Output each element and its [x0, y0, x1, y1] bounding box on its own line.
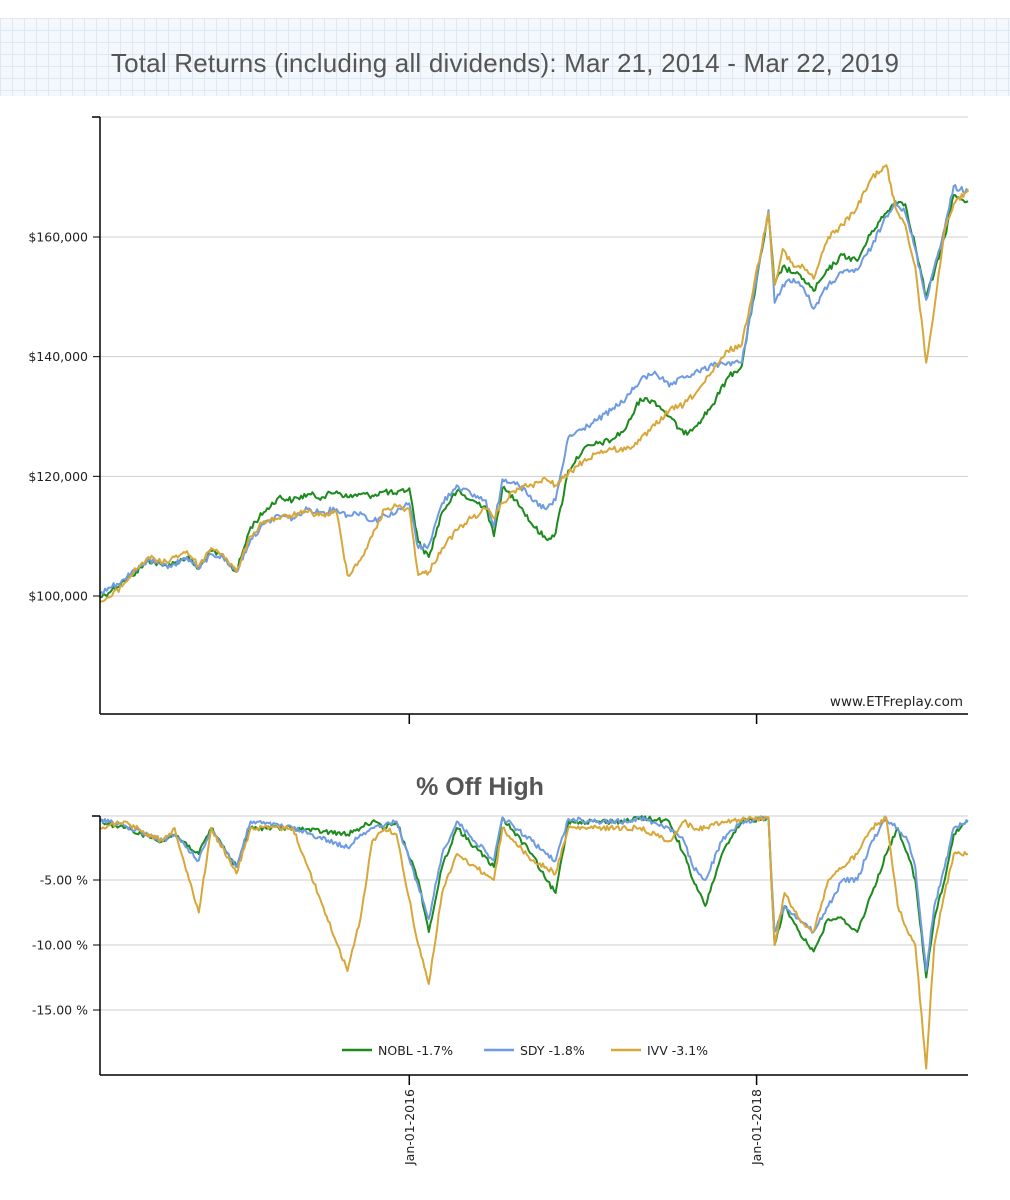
y-tick-label: -10.00 % — [32, 938, 88, 953]
main-axes — [92, 116, 968, 724]
legend-item-nobl: NOBL -1.7% — [342, 1043, 453, 1058]
legend-label-ivv: IVV -3.1% — [647, 1043, 708, 1058]
main-gridlines — [100, 116, 968, 597]
y-tick-label: $100,000 — [28, 589, 88, 604]
main-y-ticks: $100,000 $120,000 $140,000 $160,000 — [28, 230, 100, 604]
watermark-text: www.ETFreplay.com — [830, 694, 963, 710]
series-line-ivv — [99, 815, 969, 1070]
y-tick-label: -5.00 % — [40, 873, 88, 888]
legend: NOBL -1.7% SDY -1.8% IVV -3.1% — [342, 1043, 708, 1058]
series-line-sdy — [99, 184, 969, 595]
title-background — [0, 18, 1010, 96]
series-line-sdy — [99, 815, 969, 972]
drawdown-y-ticks: -5.00 % -10.00 % -15.00 % — [32, 873, 100, 1018]
drawdown-gridlines — [100, 815, 968, 1011]
y-tick-label: -15.00 % — [32, 1003, 88, 1018]
x-tick-label: Jan-01-2016 — [402, 1089, 417, 1166]
legend-item-sdy: SDY -1.8% — [484, 1043, 585, 1058]
series-line-nobl — [99, 194, 969, 599]
drawdown-chart-title: % Off High — [416, 773, 544, 801]
legend-label-sdy: SDY -1.8% — [520, 1043, 585, 1058]
drawdown-x-ticks: Jan-01-2016 Jan-01-2018 — [402, 1075, 764, 1166]
y-tick-label: $140,000 — [28, 349, 88, 364]
series-line-ivv — [99, 164, 969, 603]
legend-item-ivv: IVV -3.1% — [611, 1043, 708, 1058]
drawdown-series-lines — [99, 815, 969, 1070]
y-tick-label: $160,000 — [28, 230, 88, 245]
y-tick-label: $120,000 — [28, 469, 88, 484]
legend-label-nobl: NOBL -1.7% — [378, 1043, 453, 1058]
page-title: Total Returns (including all dividends):… — [110, 48, 900, 78]
x-tick-label: Jan-01-2018 — [749, 1089, 764, 1166]
main-series-lines — [99, 164, 969, 603]
